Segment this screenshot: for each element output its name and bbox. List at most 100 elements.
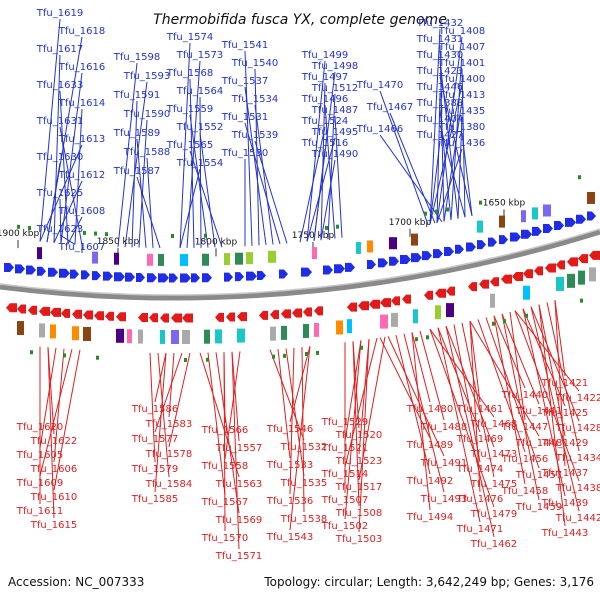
reverse-gene-label: Tfu_1622 — [30, 436, 77, 447]
forward-gene-arrow — [169, 273, 178, 283]
reverse-gene-arrow — [160, 313, 169, 323]
forward-gene-arrow — [257, 271, 266, 281]
forward-feature-block — [312, 247, 317, 260]
forward-feature-block — [532, 207, 538, 220]
forward-gene-label: Tfu_1498 — [311, 61, 358, 72]
reverse-gene-arrow — [105, 311, 114, 321]
reverse-gene-label: Tfu_1566 — [201, 425, 248, 436]
reverse-feature-marker — [525, 313, 528, 318]
forward-gene-label: Tfu_1423 — [416, 66, 463, 77]
reverse-gene-label: Tfu_1459 — [515, 502, 562, 513]
reverse-gene-label: Tfu_1476 — [456, 494, 503, 505]
forward-connector-line — [306, 137, 336, 242]
reverse-gene-label: Tfu_1520 — [335, 430, 382, 441]
genome-backbone-highlight — [0, 228, 600, 296]
reverse-gene-label: Tfu_1536 — [266, 496, 313, 507]
reverse-connector-lines — [39, 300, 580, 550]
reverse-gene-arrow — [138, 313, 148, 323]
forward-gene-label: Tfu_1400 — [438, 74, 485, 85]
reverse-gene-label: Tfu_1523 — [335, 456, 382, 467]
reverse-gene-label: Tfu_1502 — [321, 521, 368, 532]
reverse-gene-arrow — [490, 277, 499, 287]
reverse-feature-marker — [415, 337, 418, 342]
reverse-feature-marker — [316, 350, 319, 355]
reverse-connector-line — [501, 313, 540, 405]
reverse-connector-line — [215, 352, 240, 514]
kbp-tick-label: 1750 kbp — [292, 231, 335, 241]
forward-gene-arrow — [323, 265, 333, 275]
forward-gene-arrow — [499, 235, 508, 245]
reverse-gene-label: Tfu_1584 — [145, 479, 192, 490]
reverse-feature-marker — [272, 354, 275, 359]
reverse-gene-arrow — [479, 279, 489, 289]
forward-feature-block — [92, 251, 98, 264]
reverse-feature-marker — [30, 350, 33, 355]
reverse-feature-block — [237, 328, 245, 343]
forward-connector-line — [189, 150, 223, 248]
forward-gene-label: Tfu_1495 — [311, 127, 358, 138]
forward-gene-label: Tfu_1407 — [438, 42, 485, 53]
forward-connector-line — [189, 114, 209, 248]
reverse-gene-arrow — [380, 298, 391, 308]
forward-connector-line — [131, 100, 138, 248]
reverse-gene-arrow — [468, 282, 477, 292]
forward-feature-marker — [17, 224, 20, 229]
forward-gene-label: Tfu_1554 — [176, 158, 223, 169]
forward-gene-label: Tfu_1531 — [221, 112, 268, 123]
forward-gene-arrow — [444, 247, 454, 257]
reverse-connector-line — [39, 347, 57, 449]
forward-connector-line — [179, 168, 201, 249]
reverse-connector-line — [387, 336, 445, 457]
forward-gene-label: Tfu_1408 — [438, 26, 485, 37]
reverse-connector-line — [501, 313, 540, 501]
reverse-gene-label: Tfu_1615 — [30, 520, 77, 531]
reverse-feature-block — [435, 305, 441, 320]
forward-connector-line — [189, 78, 195, 248]
forward-gene-arrow — [279, 269, 288, 279]
reverse-gene-arrow — [358, 301, 369, 311]
forward-gene-label: Tfu_1401 — [438, 58, 485, 69]
reverse-connector-line — [231, 351, 240, 442]
forward-gene-label: Tfu_1559 — [166, 104, 213, 115]
reverse-connector-line — [277, 349, 291, 459]
forward-gene-arrow — [136, 272, 145, 282]
reverse-gene-label: Tfu_1585 — [131, 494, 178, 505]
reverse-gene-label: Tfu_1456 — [501, 454, 548, 465]
forward-gene-label: Tfu_1564 — [176, 86, 223, 97]
forward-gene-label: Tfu_1540 — [231, 58, 278, 69]
reverse-gene-label: Tfu_1538 — [280, 514, 327, 525]
forward-gene-label: Tfu_1432 — [416, 18, 463, 29]
reverse-gene-arrow — [501, 274, 512, 284]
forward-connector-line — [244, 86, 267, 246]
reverse-gene-label: Tfu_1508 — [335, 508, 382, 519]
forward-gene-arrow — [180, 273, 191, 283]
reverse-gene-label: Tfu_1438 — [555, 483, 600, 494]
forward-feature-marker — [336, 224, 339, 229]
forward-connector-line — [306, 60, 326, 242]
forward-connector-line — [53, 54, 61, 243]
reverse-gene-label: Tfu_1462 — [470, 539, 517, 550]
reverse-gene-label: Tfu_1443 — [541, 528, 588, 539]
forward-gene-label: Tfu_1427 — [416, 130, 463, 141]
reverse-gene-arrow — [347, 302, 357, 312]
forward-gene-arrow — [158, 273, 169, 283]
reverse-connector-line — [47, 347, 55, 519]
forward-connector-line — [313, 148, 326, 241]
forward-gene-label: Tfu_1470 — [356, 80, 403, 91]
reverse-feature-block — [171, 330, 179, 345]
forward-gene-arrow — [554, 220, 564, 230]
forward-gene-label: Tfu_1388 — [416, 98, 463, 109]
forward-strand-genes — [4, 175, 596, 283]
map-title: Thermobifida fusca YX, complete genome — [153, 12, 447, 28]
reverse-feature-block — [336, 320, 343, 335]
reverse-feature-marker — [206, 357, 209, 362]
forward-gene-label: Tfu_1436 — [438, 138, 485, 149]
forward-connector-line — [327, 93, 336, 240]
forward-connector-line — [199, 96, 202, 248]
forward-gene-label: Tfu_1617 — [36, 44, 83, 55]
forward-connector-line — [429, 28, 441, 225]
reverse-gene-arrow — [39, 306, 50, 316]
reverse-gene-label: Tfu_1532 — [280, 442, 327, 453]
reverse-gene-arrow — [402, 294, 411, 304]
reverse-connector-line — [154, 352, 183, 433]
